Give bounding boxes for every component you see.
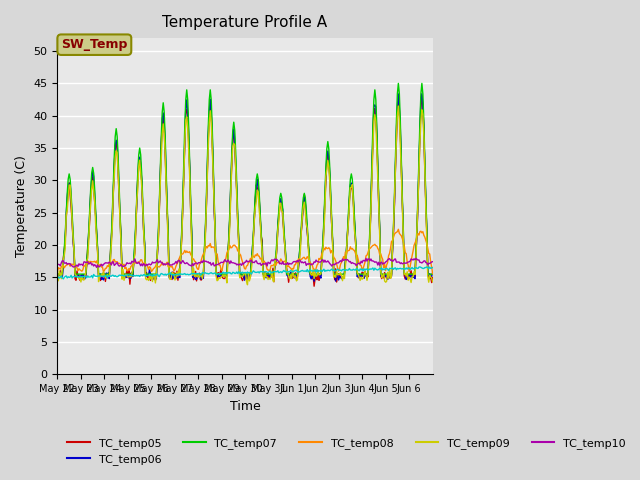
TC_temp10 [412, 255, 420, 261]
TC_temp10 [93, 264, 100, 270]
TC_temp11 [79, 274, 86, 279]
TC_temp10 [248, 257, 255, 263]
TC_temp08 [54, 269, 61, 275]
Line: TC_temp09: TC_temp09 [58, 106, 433, 285]
TC_temp11 [54, 276, 61, 282]
TC_temp11 [378, 265, 385, 271]
TC_temp05 [310, 283, 318, 289]
TC_temp08 [67, 264, 74, 269]
TC_temp10 [78, 262, 86, 267]
TC_temp08 [394, 227, 402, 232]
TC_temp11 [416, 264, 424, 270]
TC_temp06 [429, 270, 436, 276]
TC_temp06 [54, 275, 61, 280]
TC_temp06 [418, 91, 426, 96]
TC_temp10 [429, 259, 436, 264]
Line: TC_temp06: TC_temp06 [58, 94, 433, 281]
TC_temp05 [54, 271, 61, 277]
TC_temp07 [377, 271, 385, 277]
TC_temp06 [310, 278, 318, 284]
TC_temp07 [394, 81, 402, 86]
TC_temp09 [244, 282, 252, 288]
TC_temp08 [377, 251, 385, 256]
TC_temp05 [429, 275, 436, 280]
TC_temp06 [322, 172, 330, 178]
TC_temp07 [427, 271, 435, 277]
TC_temp11 [67, 273, 75, 278]
Y-axis label: Temperature (C): Temperature (C) [15, 156, 28, 257]
TC_temp07 [54, 271, 61, 277]
TC_temp09 [394, 103, 402, 109]
TC_temp05 [428, 280, 435, 286]
TC_temp07 [67, 177, 74, 182]
TC_temp06 [378, 271, 385, 276]
Line: TC_temp08: TC_temp08 [58, 229, 433, 274]
TC_temp08 [246, 255, 254, 261]
TC_temp08 [321, 247, 329, 253]
TC_temp09 [378, 275, 385, 281]
TC_temp09 [54, 276, 61, 281]
TC_temp11 [248, 271, 255, 277]
TC_temp11 [429, 264, 436, 270]
TC_temp05 [78, 273, 86, 278]
TC_temp09 [322, 174, 330, 180]
TC_temp09 [248, 265, 255, 271]
TC_temp05 [378, 276, 385, 281]
Line: TC_temp11: TC_temp11 [58, 267, 433, 279]
TC_temp05 [246, 272, 254, 278]
TC_temp11 [60, 276, 67, 282]
TC_temp10 [428, 259, 435, 265]
Text: SW_Temp: SW_Temp [61, 38, 127, 51]
TC_temp09 [428, 275, 435, 281]
TC_temp10 [378, 259, 385, 265]
TC_temp09 [67, 182, 74, 188]
TC_temp06 [246, 274, 254, 280]
TC_temp09 [429, 279, 436, 285]
TC_temp06 [67, 180, 74, 186]
TC_temp07 [429, 271, 436, 277]
TC_temp10 [322, 259, 330, 265]
TC_temp11 [322, 267, 330, 273]
TC_temp05 [418, 93, 426, 98]
TC_temp10 [54, 261, 61, 267]
TC_temp07 [78, 271, 86, 277]
Title: Temperature Profile A: Temperature Profile A [163, 15, 328, 30]
Line: TC_temp07: TC_temp07 [58, 84, 433, 274]
TC_temp10 [67, 261, 74, 266]
TC_temp05 [67, 192, 74, 198]
TC_temp07 [246, 271, 254, 277]
TC_temp11 [428, 265, 435, 271]
TC_temp06 [78, 272, 86, 278]
Legend: TC_temp05, TC_temp06, TC_temp07, TC_temp08, TC_temp09, TC_temp10, TC_temp11: TC_temp05, TC_temp06, TC_temp07, TC_temp… [63, 433, 640, 470]
TC_temp09 [78, 274, 86, 280]
TC_temp08 [78, 268, 86, 274]
TC_temp06 [428, 273, 435, 279]
TC_temp08 [427, 259, 435, 265]
Line: TC_temp05: TC_temp05 [58, 96, 433, 286]
TC_temp05 [322, 179, 330, 184]
TC_temp08 [429, 271, 436, 276]
TC_temp07 [321, 191, 329, 197]
Line: TC_temp10: TC_temp10 [58, 258, 433, 267]
X-axis label: Time: Time [230, 400, 260, 413]
